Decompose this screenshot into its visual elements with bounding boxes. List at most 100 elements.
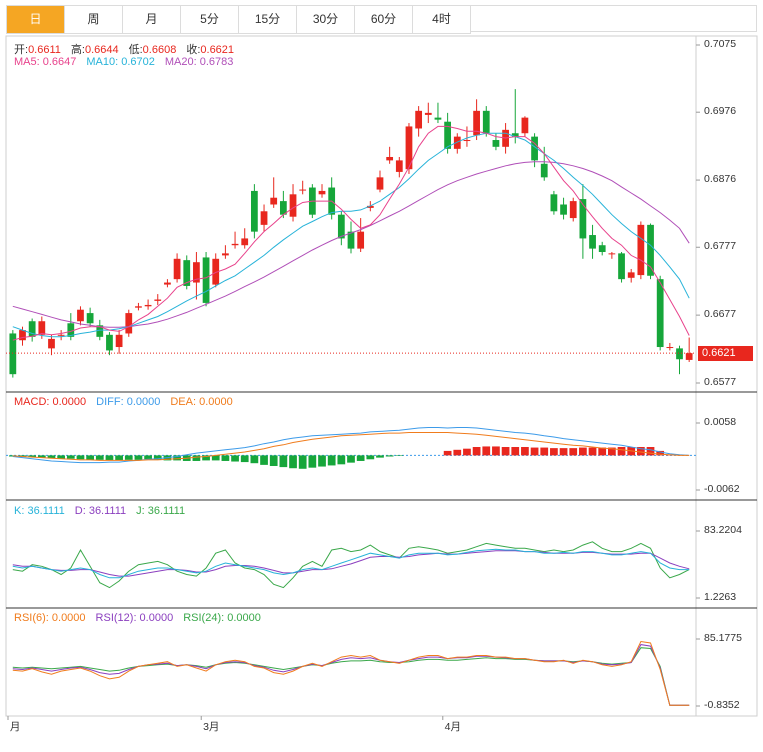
candle-body: [164, 282, 171, 285]
y-label-main: 0.7075: [704, 38, 737, 50]
candle-body: [685, 353, 693, 360]
kdj-legend-item: J: 36.1111: [136, 505, 186, 517]
tab-0[interactable]: 日: [7, 6, 65, 33]
macd-bar: [521, 447, 529, 456]
y-label-main: 0.6677: [704, 308, 737, 321]
macd-bar: [47, 455, 56, 459]
rsi-legend-item: RSI(12): 0.0000: [95, 612, 174, 624]
ohlc-item: 开:0.6611: [14, 44, 61, 56]
candle-body: [482, 110, 490, 134]
candle-body: [48, 338, 55, 349]
candle-body: [106, 334, 113, 351]
macd-bar: [395, 455, 404, 456]
candle-body: [366, 205, 374, 208]
tab-2[interactable]: 月: [123, 6, 181, 33]
y-label-rsi: 85.1775: [704, 632, 742, 644]
macd-bar: [231, 455, 239, 462]
candle-body: [38, 321, 46, 335]
candle-body: [193, 262, 200, 283]
macd-bar: [250, 455, 259, 464]
candle-body: [260, 211, 268, 225]
macd-bar: [540, 447, 549, 456]
rsi24-line: [12, 647, 690, 706]
tab-3[interactable]: 5分: [181, 6, 239, 33]
candle-body: [241, 238, 249, 246]
ohlc-item: 高:0.6644: [70, 44, 119, 56]
candle-body: [347, 231, 355, 249]
candle-body: [560, 204, 567, 215]
macd-bar: [443, 450, 452, 456]
candle-body: [318, 190, 326, 195]
macd-dea-line: [12, 432, 690, 461]
candle-body: [463, 140, 471, 142]
tab-4[interactable]: 15分: [239, 6, 297, 33]
macd-bar: [192, 455, 201, 461]
tab-7[interactable]: 4时: [413, 6, 471, 33]
y-label-macd: -0.0062: [704, 483, 740, 495]
timeframe-tabs: 日周月 5分 15分 30分 60分 4时: [6, 5, 471, 34]
y-label-macd: 0.0058: [704, 416, 737, 428]
candle-body: [337, 214, 345, 239]
candle-body: [250, 190, 258, 232]
candle-body: [424, 112, 432, 115]
tab-6[interactable]: 60分: [355, 6, 413, 33]
candle-body: [96, 325, 104, 337]
candle-body: [270, 197, 278, 205]
macd-bar: [453, 449, 462, 456]
macd-bar: [76, 455, 85, 460]
candle-body: [19, 330, 26, 341]
candle-body: [434, 117, 442, 120]
y-label-main: 0.6976: [704, 105, 737, 118]
macd-bar: [202, 455, 210, 461]
candle-body: [222, 253, 229, 256]
candle-body: [183, 260, 191, 286]
candle-body: [376, 177, 384, 190]
macd-bar: [569, 448, 578, 456]
macd-bar: [153, 455, 162, 460]
macd-bar: [463, 448, 471, 456]
candle-body: [154, 299, 162, 301]
candle-body: [115, 334, 123, 348]
candle-body: [77, 309, 84, 322]
candle-body: [57, 334, 65, 336]
y-label-main: 0.6876: [704, 173, 737, 186]
macd-bar: [588, 447, 597, 456]
candle-body: [656, 279, 664, 348]
macd-bar: [269, 455, 278, 466]
macd-bar: [579, 447, 587, 456]
candle-body: [676, 348, 683, 360]
candle-body: [647, 224, 654, 276]
candle-body: [202, 257, 210, 303]
macd-legend-item: DIFF: 0.0000: [96, 396, 161, 408]
macd-bar: [115, 455, 123, 461]
candle-body: [135, 306, 142, 308]
ma5-line: [12, 125, 690, 341]
candle-body: [173, 258, 181, 280]
macd-bar: [211, 455, 220, 461]
x-label: 3月: [203, 721, 220, 733]
macd-bar: [501, 447, 510, 456]
candle-body: [627, 272, 635, 278]
candle-body: [357, 231, 365, 249]
macd-bar: [559, 448, 568, 456]
candle-body: [589, 235, 596, 249]
tab-5[interactable]: 30分: [297, 6, 355, 33]
candle-body: [511, 133, 519, 137]
macd-bar: [598, 447, 607, 456]
candle-body: [579, 199, 587, 239]
tab-1[interactable]: 周: [65, 6, 123, 33]
candle-body: [231, 243, 239, 246]
candle-body: [453, 136, 461, 149]
rsi12-line: [12, 644, 690, 706]
macd-bar: [376, 455, 384, 458]
macd-bar: [308, 455, 317, 468]
candle-body: [608, 253, 616, 255]
candle-body: [531, 136, 538, 161]
candle-body: [618, 253, 625, 280]
macd-legend: MACD: 0.0000 DIFF: 0.0000 DEA: 0.0000: [14, 396, 243, 408]
candle-body: [405, 126, 413, 170]
current-price-tag: 0.6621: [698, 346, 753, 361]
x-label: 月: [9, 721, 21, 733]
